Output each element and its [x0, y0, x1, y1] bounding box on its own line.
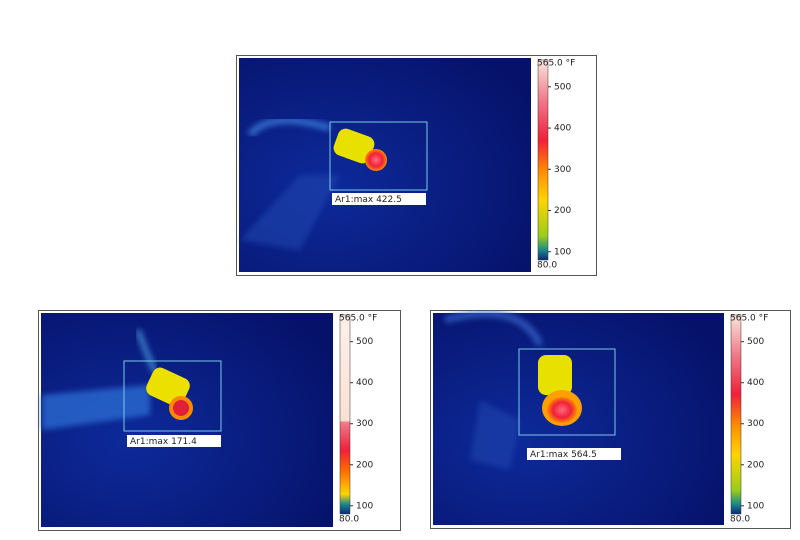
tip-core [547, 397, 577, 423]
scale-tick-label: 200 [554, 206, 571, 216]
roi-label-bg [127, 435, 221, 447]
roi-label-bg [332, 193, 426, 205]
cable [135, 329, 158, 374]
roi-box [123, 360, 222, 432]
scale-tick-label: 100 [747, 501, 764, 511]
scale-max: 565.0 °F [537, 59, 575, 69]
thermal-image [433, 313, 724, 525]
scale-tick-label: 200 [356, 460, 373, 470]
scale-tick-label: 400 [747, 378, 764, 388]
thermal-panel: Ar1:max 171.4 565.0 °F 80.0 100 200 300 400 500 [38, 310, 401, 531]
roi-box [518, 348, 616, 436]
scale-tick-label: 300 [356, 419, 373, 429]
scale-tick-label: 500 [356, 337, 373, 347]
roi-label: Ar1:max 564.5 [530, 450, 597, 460]
scale-tick-label: 400 [356, 378, 373, 388]
scale-tick-label: 500 [747, 337, 764, 347]
color-bar [537, 59, 549, 261]
scale-tick-label: 100 [554, 247, 571, 257]
tip [365, 149, 387, 171]
scale-min: 80.0 [339, 515, 359, 525]
scale-min: 80.0 [537, 261, 557, 271]
body [333, 128, 375, 164]
handle [240, 175, 340, 250]
roi-box [329, 121, 428, 191]
scale-tick-label: 500 [554, 82, 571, 92]
roi-label: Ar1:max 422.5 [335, 195, 402, 205]
thermal-panel: Ar1:max 422.5 565.0 °F 80.0 100 200 300 400 500 [236, 55, 597, 276]
roi-label: Ar1:max 171.4 [130, 437, 197, 447]
scale-max: 565.0 °F [339, 314, 377, 324]
color-bar [730, 314, 742, 515]
cable [247, 116, 332, 138]
scale-tick-label: 300 [747, 419, 764, 429]
roi-label-bg [527, 448, 621, 460]
handle [470, 400, 520, 470]
thermal-panel: Ar1:max 564.5 565.0 °F 80.0 100 200 300 400 500 [430, 310, 791, 529]
handle [42, 385, 150, 430]
body [538, 355, 572, 395]
cable [444, 310, 544, 347]
scale-tick-label: 300 [554, 165, 571, 175]
scale-min: 80.0 [730, 515, 750, 525]
scale-tick-label: 100 [356, 501, 373, 511]
color-bar [339, 314, 351, 515]
scale-tick-label: 400 [554, 124, 571, 134]
scale-tick-label: 200 [747, 460, 764, 470]
scale-max: 565.0 °F [730, 314, 768, 324]
tip-core [173, 400, 189, 416]
